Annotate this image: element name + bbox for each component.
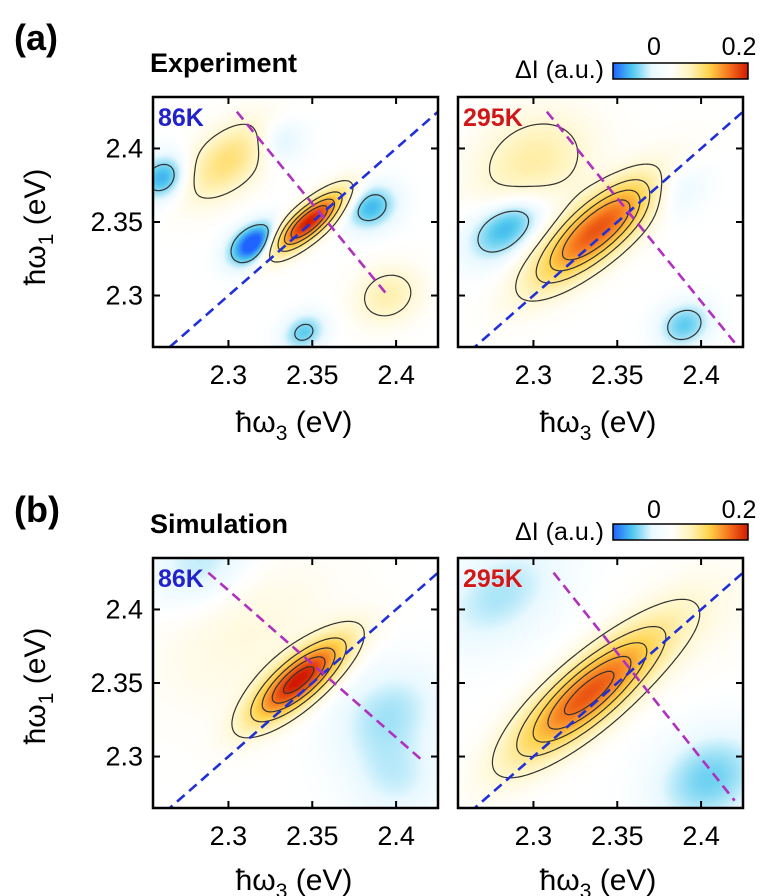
contour-level <box>250 637 347 723</box>
antidiagonal-dashed-line <box>552 571 736 802</box>
temperature-label: 295K <box>463 104 523 132</box>
x-tick-label: 2.4 <box>682 360 720 390</box>
colorbar-b-label: ΔI (a.u.) <box>515 518 604 546</box>
heatmap-image <box>458 558 743 808</box>
contour-level <box>283 198 336 245</box>
y-tick-label: 2.4 <box>105 594 143 624</box>
y-axis-label-a: ħω1 (eV) <box>19 169 58 286</box>
x-tick-label: 2.3 <box>210 360 248 390</box>
colorbar-a <box>612 62 749 80</box>
diagonal-dashed-line <box>168 110 438 347</box>
row-b-title: Simulation <box>150 509 288 539</box>
contour-level <box>532 642 648 743</box>
x-axis-label-b2: ħω3 (eV) <box>540 864 657 896</box>
x-tick-label: 2.35 <box>591 821 644 851</box>
contour-level <box>563 670 615 716</box>
x-tick-label: 2.3 <box>210 821 248 851</box>
colorbar-a-min-label: 0 <box>647 33 661 61</box>
contour-level <box>516 625 667 758</box>
panel-simulation-295K: 2.3 2.35 2.4 295K <box>456 556 745 851</box>
x-tick-label: 2.3 <box>515 821 553 851</box>
antidiagonal-dashed-line <box>235 110 389 297</box>
x-tick-label: 2.35 <box>286 821 339 851</box>
contour-lines <box>153 123 412 341</box>
x-tick-label: 2.4 <box>682 821 720 851</box>
x-tick-label: 2.4 <box>377 821 415 851</box>
heatmap-image <box>153 97 438 347</box>
colorbar-a-label: ΔI (a.u.) <box>515 56 604 84</box>
panel-simulation-86K: 2.3 2.35 2.4 2.3 2.35 2.4 86K <box>90 556 440 851</box>
y-tick-label: 2.3 <box>105 281 143 311</box>
contour-level <box>477 210 702 341</box>
contour-level <box>535 179 651 284</box>
heatmap-image <box>153 558 438 808</box>
temperature-label: 295K <box>463 565 523 593</box>
x-tick-label: 2.3 <box>515 360 553 390</box>
temperature-label: 86K <box>158 104 204 132</box>
colorbar-a-max-label: 0.2 <box>722 33 757 61</box>
contour-lines <box>477 123 702 341</box>
contour-level <box>282 666 315 694</box>
colorbar-b-max-label: 0.2 <box>722 496 757 524</box>
y-tick-label: 2.3 <box>105 742 143 772</box>
x-axis-label-b1: ħω3 (eV) <box>236 864 353 896</box>
contour-level <box>153 163 387 341</box>
contour-level <box>261 647 336 713</box>
contour-level <box>488 123 663 302</box>
x-axis-label-a1: ħω3 (eV) <box>236 406 353 445</box>
y-tick-label: 2.35 <box>90 668 143 698</box>
panel-experiment-86K: 2.3 2.35 2.4 2.3 2.35 2.4 86K <box>90 95 440 390</box>
contour-level <box>547 655 632 730</box>
y-tick-label: 2.4 <box>105 133 143 163</box>
heatmap-image <box>458 97 743 347</box>
antidiagonal-dashed-line <box>545 110 736 344</box>
x-tick-label: 2.4 <box>377 360 415 390</box>
colorbar-b <box>612 523 749 541</box>
y-tick-label: 2.35 <box>90 207 143 237</box>
contour-level <box>290 205 329 239</box>
x-tick-label: 2.35 <box>286 360 339 390</box>
panel-a-label: (a) <box>14 17 58 58</box>
temperature-label: 86K <box>158 565 204 593</box>
panel-experiment-295K: 2.3 2.35 2.4 295K <box>456 95 745 390</box>
colorbar-b-min-label: 0 <box>647 496 661 524</box>
x-tick-label: 2.35 <box>591 360 644 390</box>
panel-b-label: (b) <box>14 489 60 530</box>
y-axis-label-b: ħω1 (eV) <box>19 628 58 745</box>
row-a-title: Experiment <box>150 48 297 78</box>
contour-level <box>549 189 641 272</box>
contour-level <box>193 123 412 317</box>
x-axis-label-a2: ħω3 (eV) <box>540 406 657 445</box>
